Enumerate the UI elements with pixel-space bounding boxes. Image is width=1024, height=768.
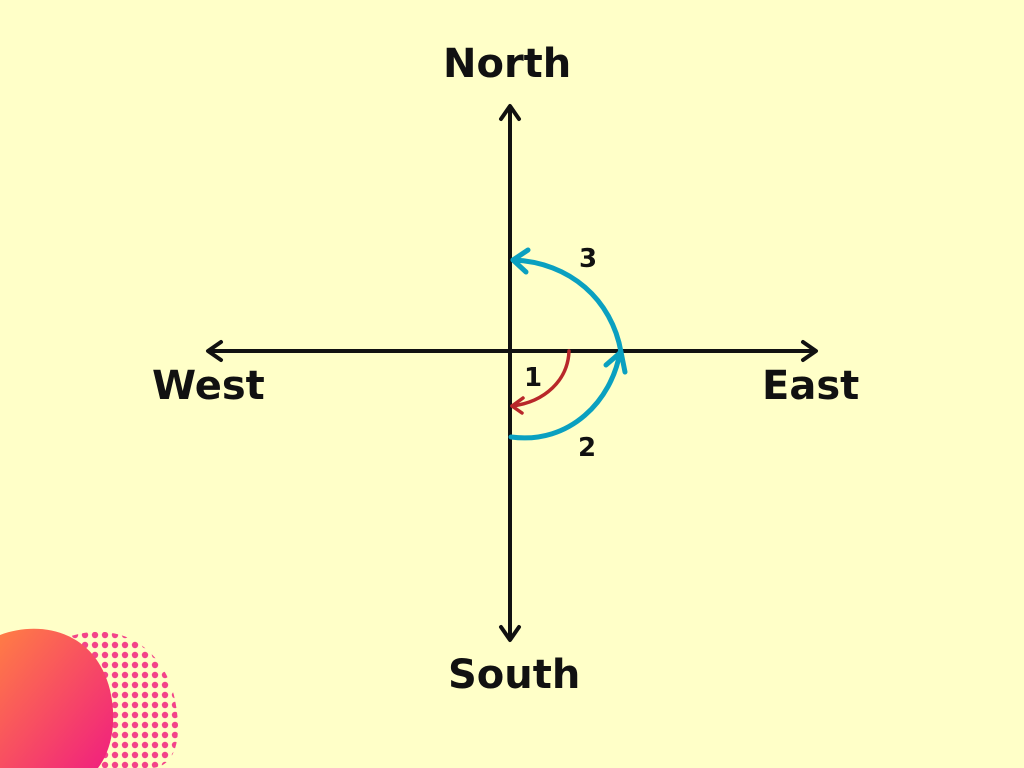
arc-2-label: 2 [578, 433, 597, 463]
arc-3-blue [510, 247, 624, 355]
east-label: East [762, 363, 860, 409]
decorative-blob [0, 628, 178, 768]
arc-3-label: 3 [579, 244, 598, 274]
arc-1-label: 1 [524, 363, 543, 393]
south-label: South [448, 652, 581, 698]
arc-1-red [510, 349, 571, 415]
west-label: West [152, 363, 265, 409]
north-label: North [443, 41, 572, 87]
north-south-axis [499, 104, 521, 642]
